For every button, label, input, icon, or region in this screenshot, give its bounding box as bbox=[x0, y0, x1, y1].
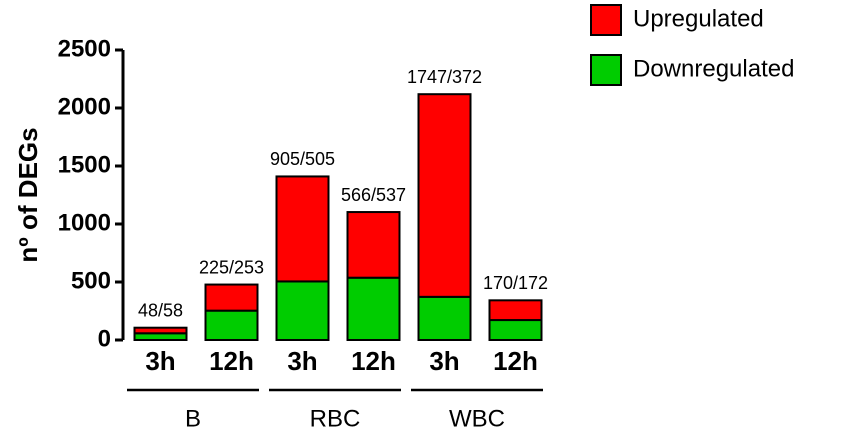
bar-segment bbox=[204, 309, 259, 342]
legend-swatch bbox=[590, 4, 622, 36]
bar-segment bbox=[275, 175, 330, 283]
legend-label: Downregulated bbox=[633, 55, 794, 82]
y-tick-label: 1500 bbox=[58, 151, 111, 178]
bar-label: 48/58 bbox=[138, 300, 183, 320]
x-tick-label: 3h bbox=[145, 346, 175, 376]
bar-segment bbox=[417, 93, 472, 298]
x-tick-label: 12h bbox=[493, 346, 538, 376]
bar-label: 170/172 bbox=[483, 273, 548, 293]
legend-swatch bbox=[590, 54, 622, 86]
bar-segment bbox=[275, 280, 330, 342]
bar-segment bbox=[133, 332, 188, 342]
legend-label: Upregulated bbox=[633, 5, 764, 32]
x-tick-label: 12h bbox=[209, 346, 254, 376]
bar-label: 566/537 bbox=[341, 185, 406, 205]
y-tick-label: 1000 bbox=[58, 209, 111, 236]
y-tick-label: 0 bbox=[98, 325, 111, 352]
y-tick-label: 2500 bbox=[58, 35, 111, 62]
bar-label: 1747/372 bbox=[407, 67, 482, 87]
y-axis-label: nº of DEGs bbox=[13, 127, 43, 262]
group-label: WBC bbox=[449, 405, 505, 432]
x-tick-label: 3h bbox=[429, 346, 459, 376]
bar-segment bbox=[133, 326, 188, 335]
bar-segment bbox=[204, 283, 259, 312]
bar-label: 905/505 bbox=[270, 149, 335, 169]
y-tick-label: 500 bbox=[71, 267, 111, 294]
bar-segment bbox=[488, 319, 543, 342]
y-tick-label: 2000 bbox=[58, 93, 111, 120]
group-label: B bbox=[185, 405, 201, 432]
x-tick-label: 12h bbox=[351, 346, 396, 376]
x-tick-label: 3h bbox=[287, 346, 317, 376]
bar-segment bbox=[417, 295, 472, 341]
group-label: RBC bbox=[310, 405, 361, 432]
bar-label: 225/253 bbox=[199, 257, 264, 277]
bar-segment bbox=[346, 211, 401, 279]
bar-segment bbox=[488, 299, 543, 322]
bar-segment bbox=[346, 276, 401, 342]
